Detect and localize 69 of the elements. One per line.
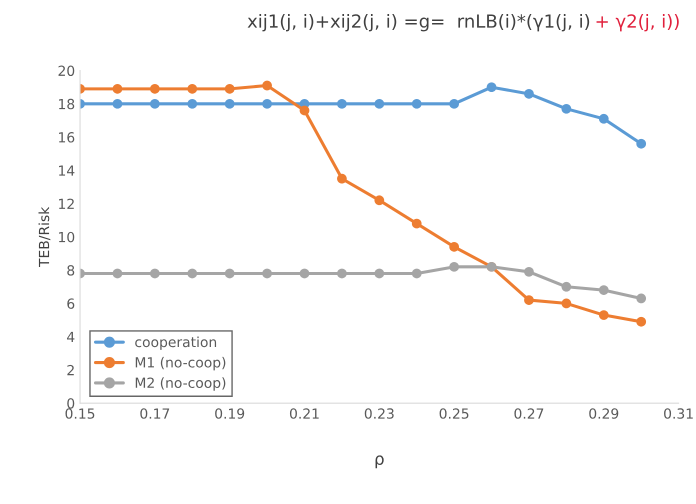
y-tick-label: 8 [67, 265, 74, 276]
point [150, 98, 160, 109]
y-tick-label: 2 [67, 364, 74, 376]
point [449, 262, 459, 272]
point [374, 195, 384, 206]
point [337, 98, 347, 109]
point [412, 218, 422, 228]
point [598, 310, 609, 320]
point [112, 268, 122, 278]
point [150, 268, 160, 278]
point [262, 98, 272, 109]
point [224, 84, 235, 94]
x-tick-label: 0.31 [664, 408, 693, 419]
point [337, 268, 347, 278]
point [187, 268, 198, 278]
chart-title: xij1(j, i)+xij2(j, i) =g= rnLB(i)*(γ1(j, i) [248, 14, 590, 32]
point [262, 80, 272, 90]
point [337, 174, 347, 184]
point [300, 268, 310, 278]
point [224, 268, 235, 278]
x-tick-label: 0.17 [140, 408, 170, 419]
y-tick-label: 18 [59, 98, 74, 110]
point [598, 114, 609, 124]
point [112, 98, 122, 109]
y-axis-title: TEB/Risk [38, 206, 50, 268]
x-tick-label: 0.19 [215, 408, 244, 419]
point [562, 282, 572, 292]
x-tick-label: 0.15 [65, 408, 94, 419]
point [374, 98, 384, 109]
point [187, 84, 198, 94]
point [374, 268, 384, 278]
y-tick-label: 14 [59, 166, 74, 176]
point [524, 88, 534, 99]
x-axis-title: ρ [376, 455, 384, 468]
point [412, 268, 422, 278]
y-tick-label: 10 [59, 232, 74, 242]
point [262, 268, 272, 278]
x-tick-label: 0.25 [440, 408, 468, 419]
point [187, 98, 198, 109]
point [300, 106, 310, 116]
x-tick-label: 0.21 [290, 408, 319, 419]
point [636, 316, 646, 327]
point [562, 298, 572, 308]
point [524, 295, 534, 305]
point [112, 84, 122, 94]
y-tick-label: 20 [58, 66, 74, 76]
y-tick-label: 16 [59, 132, 74, 143]
y-tick-label: 0 [67, 398, 74, 409]
point [224, 98, 235, 109]
x-tick-label: 0.27 [514, 408, 544, 419]
x-tick-label: 0.29 [589, 408, 618, 419]
point [449, 98, 459, 109]
point [486, 82, 496, 92]
y-tick-label: 4 [67, 332, 74, 342]
point [449, 242, 459, 252]
point [524, 266, 534, 277]
text: + γ2(j, i)) [596, 14, 679, 32]
point [562, 104, 572, 114]
point [150, 84, 160, 94]
point [412, 98, 422, 109]
y-tick-label: 6 [67, 298, 74, 309]
legend-label: M2 (no-coop) [136, 377, 226, 391]
x-tick-label: 0.23 [364, 408, 394, 419]
point [636, 138, 646, 149]
point [598, 285, 609, 295]
legend-label: M1 (no-coop) [136, 356, 226, 370]
y-tick-label: 12 [59, 198, 74, 209]
point [636, 294, 646, 304]
legend-label: cooperation [135, 336, 216, 350]
